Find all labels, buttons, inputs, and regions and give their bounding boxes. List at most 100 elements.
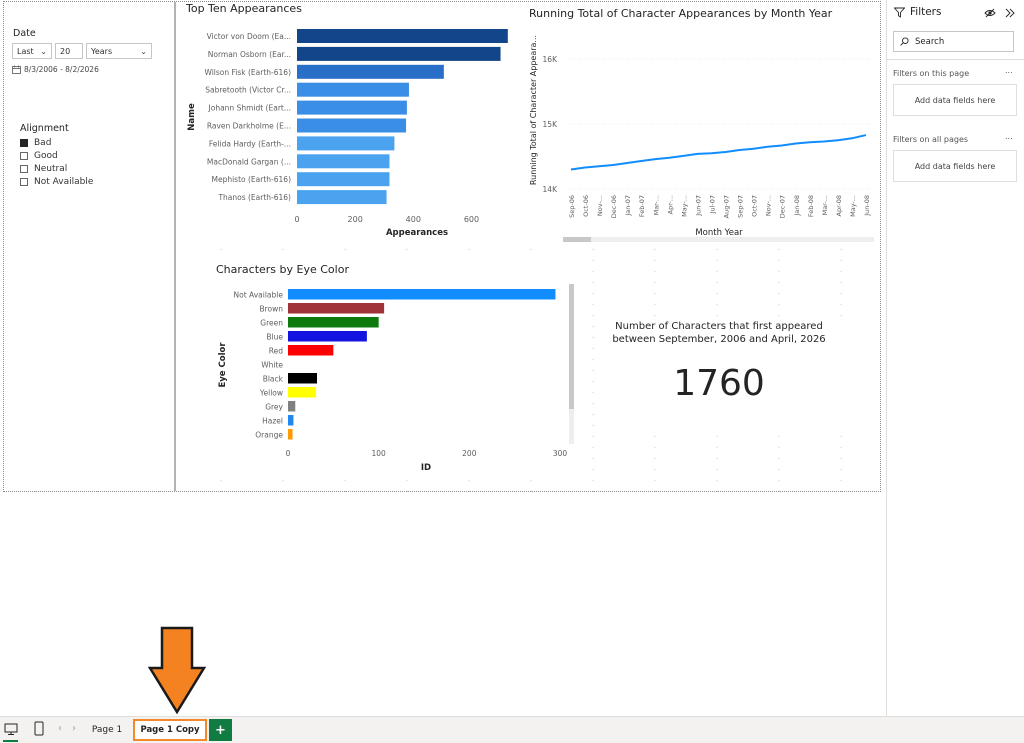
running-total-line-chart: 16K 15K 14K Sep-06 Oct-06 Nov-... Dec-06 Jan-07…: [529, 35, 871, 238]
x-tick-label: Nov-...: [596, 195, 604, 216]
page-filters-drop-well[interactable]: Add data fields here: [893, 84, 1017, 116]
category-label: Yellow: [259, 388, 283, 397]
bar[interactable]: [297, 190, 387, 205]
x-tick-label: Oct-07: [751, 195, 759, 217]
category-label: White: [261, 360, 283, 369]
alignment-option-bad[interactable]: Bad: [20, 136, 93, 149]
bar[interactable]: [288, 289, 556, 300]
x-tick-label: Sep-06: [568, 195, 576, 218]
eye-color-visual[interactable]: Characters by Eye Color Not Available Bro…: [210, 258, 580, 480]
bar[interactable]: [288, 429, 293, 440]
bar[interactable]: [297, 118, 407, 133]
bar[interactable]: [288, 331, 367, 342]
bar[interactable]: [297, 46, 501, 61]
x-tick-label: 0: [294, 215, 299, 224]
previous-page-icon[interactable]: ‹: [58, 723, 62, 734]
desktop-view-icon[interactable]: [4, 722, 18, 736]
running-total-visual[interactable]: Running Total of Character Appearances b…: [526, 2, 874, 242]
y-axis-title: Name: [187, 103, 197, 131]
x-tick-label: May-...: [849, 195, 857, 217]
category-label: Not Available: [234, 290, 284, 299]
relative-count-input[interactable]: 20: [55, 43, 83, 59]
relative-unit-value: Years: [91, 46, 113, 56]
x-tick-label: 0: [286, 449, 291, 458]
bar[interactable]: [288, 415, 294, 426]
page-tab-page-1-copy[interactable]: Page 1 Copy: [133, 719, 207, 741]
series-line[interactable]: [570, 134, 867, 171]
bar[interactable]: [297, 64, 444, 79]
character-count-card[interactable]: Number of Characters that first appeared…: [596, 320, 842, 430]
x-tick-label: Aug-07: [723, 195, 731, 218]
horizontal-scrollbar-track[interactable]: [563, 237, 874, 242]
eye-color-bar-chart: Not Available Brown Green Blue Red White Black…: [218, 289, 567, 473]
x-tick-label: Dec-06: [610, 195, 618, 218]
card-value: 1760: [673, 363, 765, 404]
bar[interactable]: [297, 154, 390, 169]
x-tick-label: 200: [462, 449, 477, 458]
y-tick-label: 14K: [543, 185, 559, 194]
category-label: Felida Hardy (Earth-...: [209, 139, 291, 148]
relative-count-value: 20: [60, 46, 71, 56]
orange-arrow-annotation: [148, 626, 206, 714]
x-tick-label: Nov-...: [765, 195, 773, 216]
bar[interactable]: [288, 317, 379, 328]
bar[interactable]: [288, 401, 296, 412]
more-options-icon[interactable]: ...: [1005, 66, 1013, 75]
x-tick-label: 200: [348, 215, 363, 224]
option-label: Neutral: [34, 163, 68, 174]
mobile-view-icon[interactable]: [34, 721, 44, 736]
filters-search-box[interactable]: Search: [893, 31, 1014, 52]
category-label: Thanos (Earth-616): [217, 193, 291, 202]
bar[interactable]: [288, 345, 334, 356]
collapse-pane-icon[interactable]: [1005, 8, 1015, 18]
x-axis-title: Appearances: [386, 228, 448, 238]
bar[interactable]: [297, 29, 508, 43]
date-range-text: 8/3/2006 - 8/2/2026: [24, 65, 99, 74]
eye-hide-icon[interactable]: [984, 8, 996, 18]
checkbox-icon: [20, 151, 28, 160]
report-canvas: Date Last ⌄ 20 Years ⌄ 8/3/2006 - 8/2/20…: [3, 1, 881, 492]
bar[interactable]: [297, 82, 409, 97]
bar[interactable]: [288, 373, 318, 384]
vertical-scrollbar-thumb[interactable]: [569, 284, 574, 409]
y-tick-label: 15K: [543, 120, 559, 129]
option-label: Not Available: [34, 176, 94, 187]
bar[interactable]: [297, 100, 407, 115]
category-label: Raven Darkholme (E...: [207, 122, 291, 131]
more-options-icon[interactable]: ...: [1005, 132, 1013, 141]
category-label: Red: [269, 346, 283, 355]
relative-mode-value: Last: [17, 46, 34, 56]
card-caption-line-1: Number of Characters that first appeared: [615, 321, 823, 332]
page-tab-page-1[interactable]: Page 1: [91, 725, 123, 735]
add-page-button[interactable]: +: [209, 719, 232, 741]
bar[interactable]: [297, 136, 395, 151]
bar[interactable]: [297, 172, 390, 187]
x-tick-label: Mar-...: [821, 195, 829, 215]
x-axis-title: ID: [421, 463, 431, 473]
filters-pane: Filters Search Filters on this page ... …: [886, 0, 1024, 716]
top-ten-bar-chart: Victor von Doom (Ea... Norman Osborn (Ear…: [187, 29, 508, 238]
filter-funnel-icon: [894, 7, 905, 18]
filters-header: Filters: [894, 6, 941, 18]
next-page-icon[interactable]: ›: [72, 723, 76, 734]
horizontal-scrollbar-thumb[interactable]: [563, 237, 591, 242]
relative-mode-dropdown[interactable]: Last ⌄: [12, 43, 52, 59]
all-pages-filters-drop-well[interactable]: Add data fields here: [893, 150, 1017, 182]
alignment-option-good[interactable]: Good: [20, 149, 93, 162]
active-view-indicator: [3, 740, 18, 742]
alignment-option-neutral[interactable]: Neutral: [20, 162, 93, 175]
top-ten-appearances-visual[interactable]: Top Ten Appearances Victor von Doom (Ea.…: [180, 2, 520, 240]
slicer-panel: Date Last ⌄ 20 Years ⌄ 8/3/2006 - 8/2/20…: [4, 2, 176, 491]
x-tick-label: Jan-07: [624, 195, 632, 217]
bar[interactable]: [288, 387, 317, 398]
bar[interactable]: [288, 303, 385, 314]
relative-unit-dropdown[interactable]: Years ⌄: [86, 43, 152, 59]
option-label: Good: [34, 150, 58, 161]
category-label: Victor von Doom (Ea...: [207, 32, 291, 41]
vertical-scrollbar-track[interactable]: [569, 284, 574, 444]
alignment-option-not-available[interactable]: Not Available: [20, 175, 93, 188]
category-label: Hazel: [262, 416, 283, 425]
x-axis-title: Month Year: [695, 228, 743, 238]
checkbox-checked-icon: [20, 138, 28, 147]
